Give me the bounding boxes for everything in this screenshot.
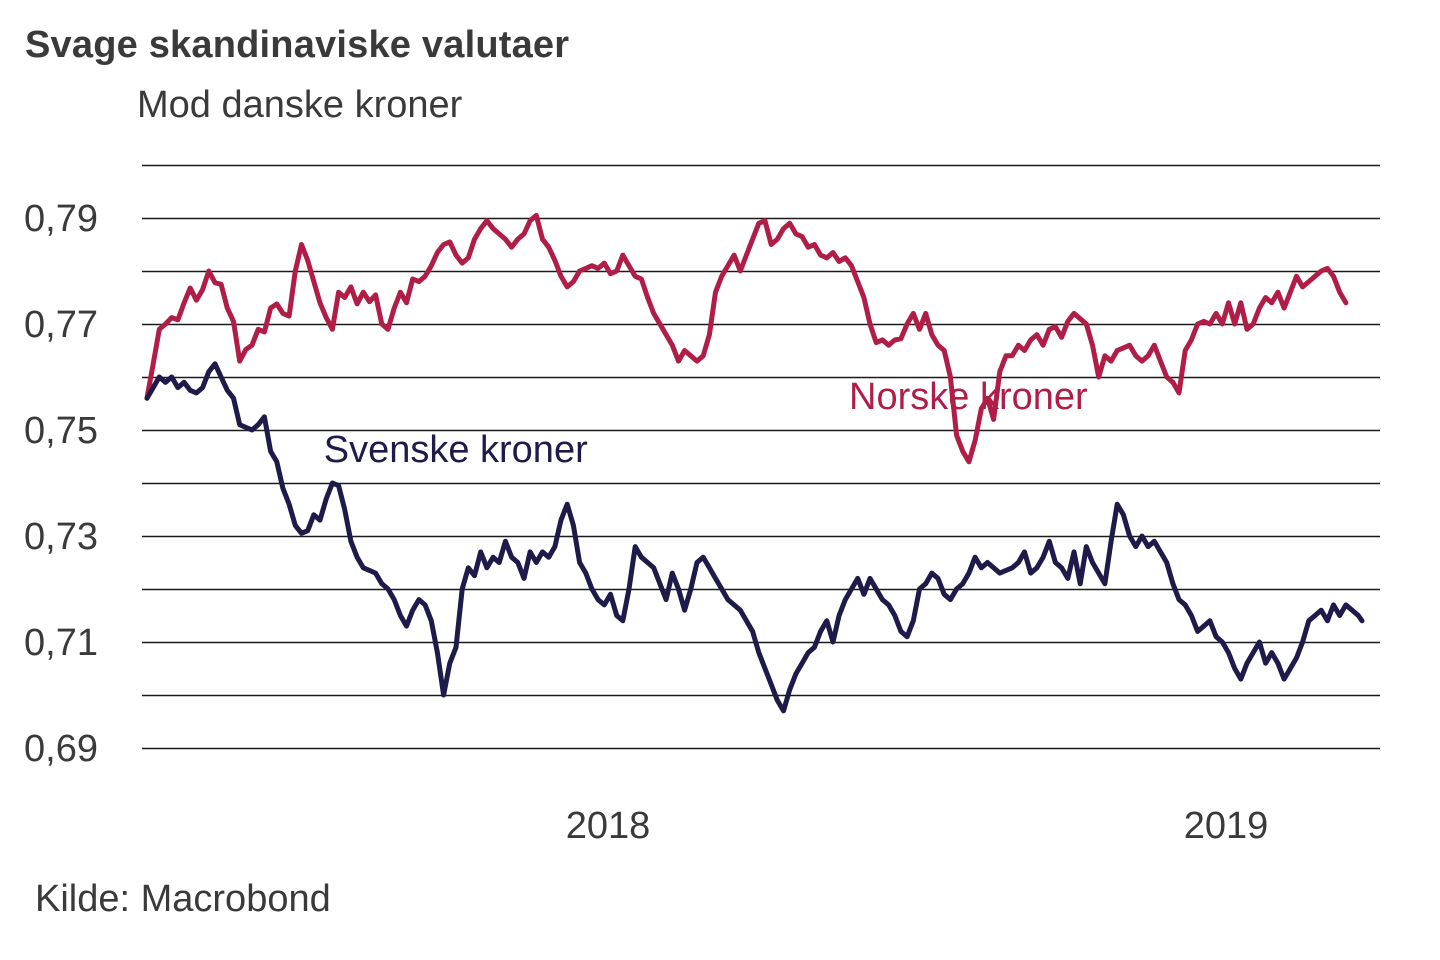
- y-tick-label: 0,71: [24, 622, 98, 664]
- chart-subtitle: Mod danske kroner: [137, 84, 463, 126]
- series-label-norske-kroner: Norske kroner: [849, 376, 1088, 418]
- x-tick-label: 2018: [566, 805, 651, 847]
- y-tick-label: 0,73: [24, 516, 98, 558]
- series-line-norske-kroner: [144, 212, 1349, 465]
- y-tick-label: 0,77: [24, 304, 98, 346]
- series-labels: Norske kroner Svenske kroner: [324, 376, 1088, 471]
- series-line-svenske-kroner: [144, 361, 1365, 714]
- chart-title: Svage skandinaviske valutaer: [25, 24, 570, 66]
- y-tick-label: 0,75: [24, 410, 98, 452]
- x-axis-tick-labels: 2018 2019: [566, 805, 1269, 847]
- source-note: Kilde: Macrobond: [35, 878, 331, 920]
- y-tick-label: 0,79: [24, 198, 98, 240]
- series-label-svenske-kroner: Svenske kroner: [324, 429, 588, 471]
- y-axis-tick-labels: 0,79 0,77 0,75 0,73 0,71 0,69: [24, 198, 98, 770]
- y-tick-label: 0,69: [24, 728, 98, 770]
- series-lines: [144, 212, 1365, 714]
- x-tick-label: 2019: [1184, 805, 1269, 847]
